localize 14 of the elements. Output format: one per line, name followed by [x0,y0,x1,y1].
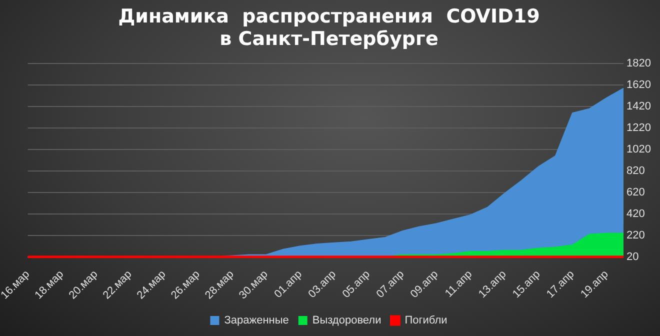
y-tick-label: 220 [626,229,645,242]
legend-label: Погибли [404,314,448,327]
legend-label: Зараженные [224,314,289,327]
y-tick-label: 1020 [626,144,652,156]
y-tick-label: 1820 [626,58,652,70]
y-tick-label: 1220 [626,122,652,134]
y-tick-label: 420 [626,208,645,220]
legend-label: Выздоровели [312,314,382,327]
y-tick-label: 1420 [626,100,652,113]
y-tick-label: 20 [626,250,639,263]
chart-title: Динамика распространения COVID19 в Санкт-Петербурге [118,5,540,50]
y-tick-label: 1620 [626,79,652,92]
y-tick-label: 620 [626,186,645,198]
y-tick-label: 820 [626,164,645,177]
